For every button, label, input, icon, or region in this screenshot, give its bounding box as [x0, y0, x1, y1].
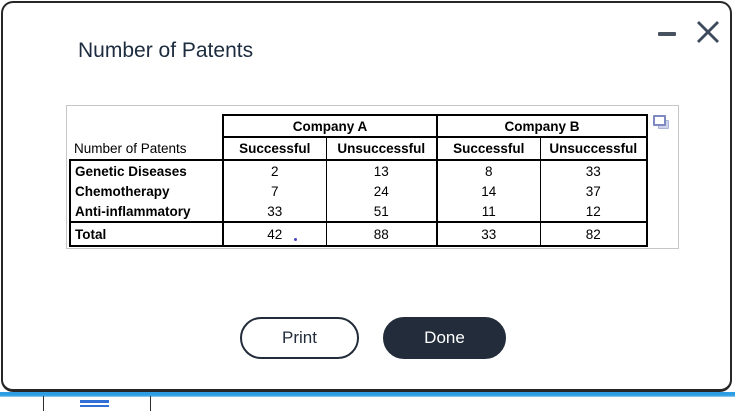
table-cell: 12 — [539, 201, 648, 222]
underlay-blue-band — [0, 392, 735, 397]
column-header: Successful — [222, 136, 327, 161]
table-cell: 37 — [539, 181, 648, 201]
copy-table-button[interactable] — [653, 115, 669, 129]
table-cell: 2 — [222, 160, 327, 181]
patents-table-card: Company A Company B Number of Patents Su… — [66, 105, 679, 249]
done-button[interactable]: Done — [383, 317, 506, 359]
underlay-tick-mark — [150, 396, 151, 411]
row-label: Anti-inflammatory — [69, 201, 224, 222]
minimize-button[interactable] — [656, 27, 678, 41]
close-button[interactable] — [694, 18, 722, 46]
table-cell: 33 — [436, 221, 541, 247]
row-label: Total — [69, 221, 224, 247]
table-cell: 33 — [539, 160, 648, 181]
table-cell: 11 — [436, 201, 541, 222]
stray-caret-dot — [294, 238, 298, 241]
drag-handle-icon — [80, 400, 109, 407]
table-subheader-row: Number of Patents Successful Unsuccessfu… — [70, 136, 648, 161]
table-cell: 51 — [325, 201, 438, 222]
column-group-company-b: Company B — [436, 114, 648, 138]
table-row: Anti-inflammatory 33 51 11 12 — [69, 201, 648, 222]
table-cell: 82 — [539, 221, 648, 247]
table-cell: 7 — [222, 181, 327, 201]
number-of-patents-dialog: Number of Patents Company A Company B Nu… — [1, 1, 732, 392]
table-total-row: Total 42 88 33 82 — [69, 221, 648, 247]
table-corner-header: Number of Patents — [70, 137, 223, 161]
minimize-icon — [658, 32, 676, 36]
dialog-title: Number of Patents — [78, 39, 254, 62]
table-cell: 13 — [325, 160, 438, 181]
column-header: Successful — [436, 136, 541, 161]
table-cell: 33 — [222, 201, 327, 222]
table-row: Genetic Diseases 2 13 8 33 — [69, 160, 648, 181]
close-icon — [697, 21, 719, 43]
table-cell: 42 — [222, 221, 327, 247]
table-blank-corner — [70, 115, 223, 137]
row-label: Genetic Diseases — [69, 160, 224, 181]
column-header: Unsuccessful — [539, 136, 648, 161]
table-cell: 8 — [436, 160, 541, 181]
underlay-tick-mark — [43, 396, 44, 411]
print-button[interactable]: Print — [240, 317, 359, 359]
table-cell: 24 — [325, 181, 438, 201]
column-header: Unsuccessful — [325, 136, 438, 161]
row-label: Chemotherapy — [69, 181, 224, 201]
table-row: Chemotherapy 7 24 14 37 — [69, 181, 648, 201]
table-cell: 14 — [436, 181, 541, 201]
patents-table: Company A Company B Number of Patents Su… — [69, 114, 648, 247]
table-cell: 88 — [325, 221, 438, 247]
table-group-header-row: Company A Company B — [70, 114, 648, 138]
column-group-company-a: Company A — [222, 114, 438, 138]
